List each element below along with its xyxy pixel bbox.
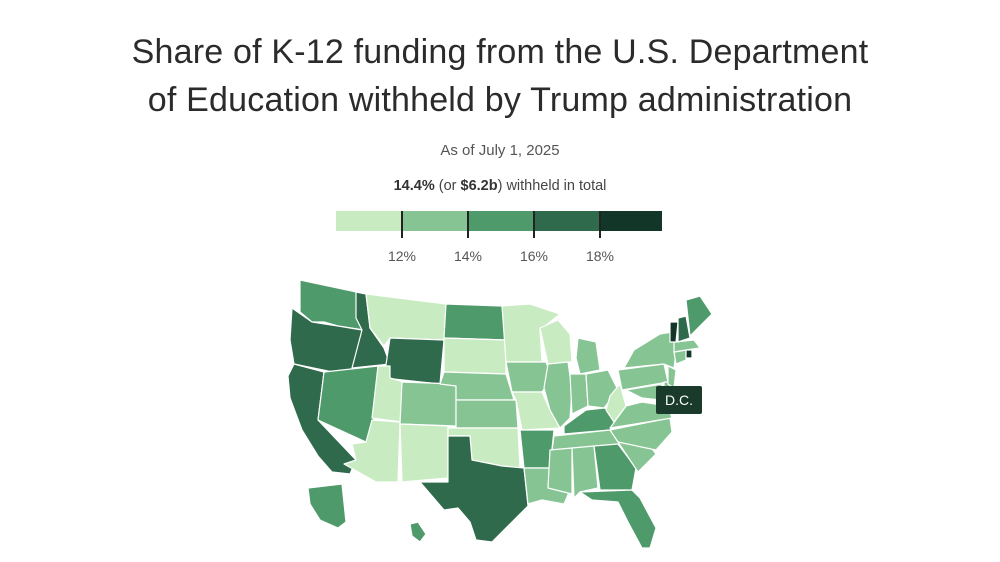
state-ga[interactable] (593, 443, 637, 491)
state-wi[interactable] (539, 319, 573, 365)
state-wv[interactable] (605, 383, 627, 423)
legend-tick-label: 14% (453, 248, 483, 264)
state-ak[interactable] (307, 483, 347, 529)
legend-tick-label: 18% (585, 248, 615, 264)
state-ma[interactable] (673, 339, 701, 353)
us-map (280, 278, 730, 554)
legend-bin (468, 211, 534, 231)
state-hi[interactable] (409, 521, 427, 543)
legend-bin (600, 211, 662, 231)
state-il[interactable] (543, 361, 573, 429)
legend-bins (336, 211, 662, 231)
state-az[interactable] (343, 419, 401, 483)
state-wy[interactable] (383, 337, 445, 385)
legend-bin (534, 211, 600, 231)
total-note-text-2: ) withheld in total (497, 178, 607, 194)
total-note-text-1: (or (434, 178, 461, 194)
state-nj[interactable] (667, 365, 677, 389)
legend-tick-label: 16% (519, 248, 549, 264)
total-percent: 14.4% (393, 178, 435, 194)
state-mi[interactable] (575, 337, 601, 375)
legend-tick (533, 211, 535, 238)
legend-tick (401, 211, 403, 238)
state-ri[interactable] (685, 349, 693, 359)
chart-title: Share of K-12 funding from the U.S. Depa… (0, 28, 1000, 124)
us-map-svg (287, 279, 713, 549)
title-line-2: of Education withheld by Trump administr… (147, 81, 853, 119)
state-tx[interactable] (419, 435, 529, 543)
state-ks[interactable] (455, 399, 519, 429)
state-ms[interactable] (547, 447, 573, 495)
legend-tick-label: 12% (387, 248, 417, 264)
state-nd[interactable] (443, 303, 507, 341)
as-of-date: As of July 1, 2025 (440, 142, 560, 159)
legend-tick (467, 211, 469, 238)
title-line-1: Share of K-12 funding from the U.S. Depa… (131, 33, 869, 71)
state-al[interactable] (571, 445, 599, 499)
state-nm[interactable] (399, 423, 449, 483)
total-withheld-note: 14.4% (or $6.2b) withheld in total (0, 178, 1000, 194)
total-amount: $6.2b (460, 178, 498, 194)
state-vt[interactable] (669, 321, 679, 343)
state-in[interactable] (569, 373, 589, 415)
state-fl[interactable] (579, 489, 657, 549)
state-co[interactable] (399, 381, 457, 427)
state-me[interactable] (685, 295, 713, 337)
state-ny[interactable] (623, 331, 677, 369)
color-legend: 12% 14% 16% 18% (336, 211, 662, 271)
legend-bin (402, 211, 468, 231)
legend-bin (336, 211, 402, 231)
state-sd[interactable] (443, 337, 507, 375)
legend-tick (599, 211, 601, 238)
dc-label[interactable]: D.C. (656, 386, 702, 414)
state-nh[interactable] (677, 315, 691, 343)
